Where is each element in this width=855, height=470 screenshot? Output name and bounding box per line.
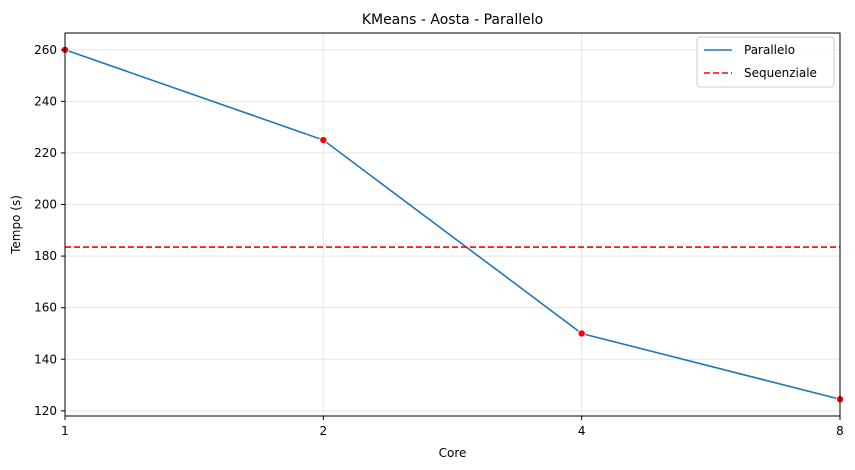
y-tick-label: 240 <box>34 94 57 108</box>
x-tick-label: 2 <box>320 424 328 438</box>
y-tick-label: 160 <box>34 301 57 315</box>
y-tick-label: 220 <box>34 146 57 160</box>
axis-ticks: 1 2 4 8 120 140 160 180 200 220 240 260 <box>34 43 844 438</box>
y-tick-label: 140 <box>34 352 57 366</box>
y-tick-label: 200 <box>34 198 57 212</box>
legend-label-sequenziale: Sequenziale <box>744 66 817 80</box>
y-axis-title: Tempo (s) <box>9 195 23 255</box>
legend: Parallelo Sequenziale <box>696 36 835 88</box>
x-tick-label: 1 <box>61 424 69 438</box>
plot-area-frame <box>64 32 841 417</box>
x-axis-title: Core <box>439 446 467 460</box>
x-tick-label: 4 <box>578 424 586 438</box>
y-tick-label: 120 <box>34 404 57 418</box>
parallelo-line <box>64 49 841 401</box>
y-tick-label: 260 <box>34 43 57 57</box>
x-tick-label: 8 <box>836 424 844 438</box>
y-tick-label: 180 <box>34 249 57 263</box>
legend-label-parallelo: Parallelo <box>744 43 795 57</box>
chart-title: KMeans - Aosta - Parallelo <box>362 12 543 28</box>
series-layer <box>61 45 845 404</box>
parallelo-point <box>319 136 328 145</box>
parallelo-point <box>577 329 586 338</box>
grid-lines <box>64 33 841 416</box>
